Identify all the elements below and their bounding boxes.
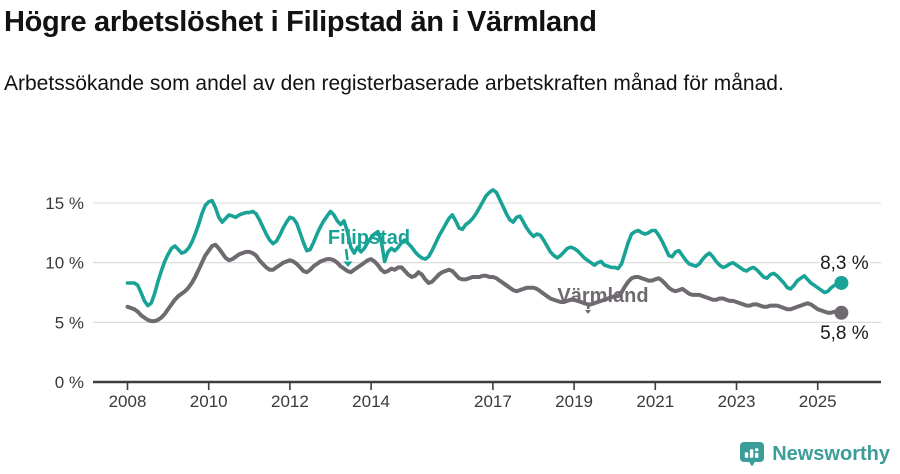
chart-subtitle: Arbetssökande som andel av den registerb… (4, 72, 784, 95)
x-tick-label-2008: 2008 (109, 392, 147, 411)
varmland-end-value-label: 5,8 % (820, 323, 869, 344)
filipstad-series-label: Filipstad (328, 227, 410, 249)
newsworthy-logo: Newsworthy (739, 441, 890, 468)
x-tick-label-2010: 2010 (190, 392, 228, 411)
y-tick-label-15: 15 % (45, 194, 84, 213)
varmland-series-label: Värmland (557, 285, 648, 307)
y-tick-label-10: 10 % (45, 254, 84, 273)
varmland-label-arrow (586, 303, 591, 310)
varmland-label-arrowhead (585, 310, 591, 314)
newsworthy-wordmark: Newsworthy (772, 443, 890, 465)
varmland-line (125, 242, 844, 324)
filipstad-line (125, 188, 844, 308)
filipstad-label-arrowhead (343, 261, 353, 267)
x-tick-label-2014: 2014 (352, 392, 390, 411)
x-tick-label-2012: 2012 (271, 392, 309, 411)
varmland-end-dot (834, 305, 849, 320)
y-tick-label-5: 5 % (55, 313, 84, 332)
x-tick-label-2023: 2023 (718, 392, 756, 411)
x-tick-label-2019: 2019 (555, 392, 593, 411)
x-tick-label-2017: 2017 (474, 392, 512, 411)
filipstad-label-arrow (344, 248, 349, 261)
filipstad-end-value-label: 8,3 % (820, 253, 869, 274)
y-tick-label-0: 0 % (55, 373, 84, 392)
x-tick-label-2025: 2025 (799, 392, 837, 411)
x-tick-label-2021: 2021 (636, 392, 674, 411)
chart-title: Högre arbetslöshet i Filipstad än i Värm… (4, 6, 597, 38)
filipstad-end-dot (834, 275, 849, 290)
newsworthy-icon (740, 442, 765, 467)
